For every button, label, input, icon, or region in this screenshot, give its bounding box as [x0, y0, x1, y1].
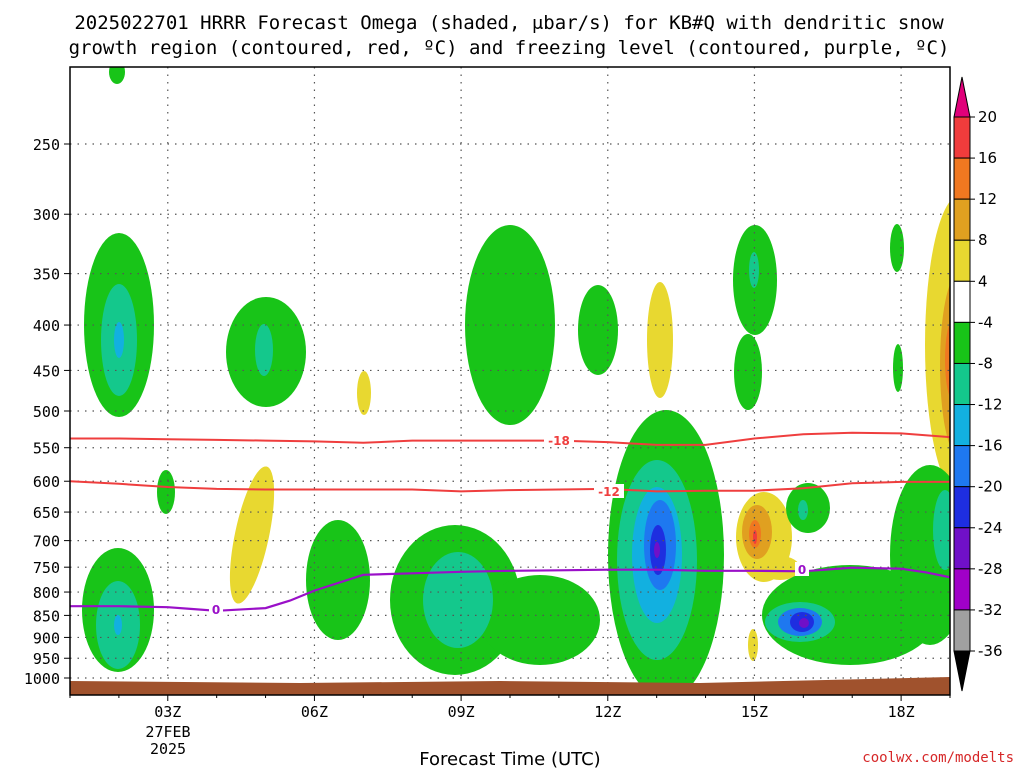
colorbar-swatch [953, 568, 971, 611]
colorbar-swatch [953, 362, 971, 406]
y-tick-label: 1000 [24, 670, 60, 688]
chart-title-line-1: 2025022701 HRRR Forecast Omega (shaded, … [74, 12, 944, 34]
y-tick-label: 600 [33, 473, 60, 491]
omega-region [748, 629, 758, 661]
colorbar-label: 20 [978, 108, 997, 126]
colorbar-top-arrow [953, 76, 971, 118]
omega-region [423, 552, 493, 648]
x-tick-label: 03Z [154, 703, 181, 721]
freezing-label-1: 0 [212, 603, 220, 617]
omega-region [255, 324, 273, 376]
colorbar-label: -12 [978, 396, 1003, 414]
omega-region [578, 285, 618, 375]
dgz-upper-isotherm [70, 431, 950, 446]
omega-region [893, 344, 903, 392]
x-axis-ticks: 03Z 06Z 09Z 12Z 15Z 18Z [69, 695, 951, 721]
dgz-lower-label-bg [594, 484, 624, 498]
x-date-line-1: 27FEB [145, 723, 190, 741]
y-tick-label: 300 [33, 206, 60, 224]
omega-region [798, 500, 808, 520]
colorbar-label: -28 [978, 560, 1003, 578]
colorbar-label: 16 [978, 149, 997, 167]
colorbar-label: -16 [978, 437, 1003, 455]
colorbar-label: 4 [978, 272, 988, 290]
colorbar-swatch [953, 157, 971, 200]
y-tick-label: 450 [33, 362, 60, 380]
source-label: coolwx.com/modelts [862, 750, 1014, 766]
colorbar-swatch [953, 527, 971, 570]
colorbar-label: 8 [978, 231, 988, 249]
colorbar-swatch [953, 239, 971, 282]
omega-region [357, 371, 371, 415]
colorbar-label: -32 [978, 601, 1003, 619]
omega-region [157, 470, 175, 514]
y-tick-label: 800 [33, 584, 60, 602]
y-tick-label: 400 [33, 317, 60, 335]
omega-region [647, 282, 673, 398]
colorbar-swatch [953, 321, 971, 364]
colorbar-label: -24 [978, 519, 1003, 537]
y-tick-label: 700 [33, 533, 60, 551]
colorbar-swatch [953, 198, 971, 241]
y-tick-label: 550 [33, 440, 60, 458]
omega-region [465, 225, 555, 425]
freezing-label-1-bg [209, 602, 223, 616]
colorbar: 20 16 12 8 4 -4 -8 -12 -16 -20 -24 -28 -32 -36 [953, 76, 1003, 692]
omega-region [229, 466, 275, 604]
omega-region [933, 490, 950, 570]
y-tick-label: 900 [33, 629, 60, 647]
omega-region [945, 322, 950, 398]
omega-region [760, 556, 800, 580]
x-tick-label: 09Z [448, 703, 475, 721]
omega-region [480, 575, 600, 665]
colorbar-swatch [953, 116, 971, 159]
freezing-level-line [70, 566, 950, 612]
y-tick-label: 950 [33, 650, 60, 668]
plot-area: -18 -12 0 0 [70, 67, 950, 695]
y-axis-ticks: 250 300 350 400 450 500 550 600 650 700 750 800 850 9… [24, 136, 70, 688]
dgz-upper-label: -18 [548, 434, 570, 448]
omega-region [786, 483, 830, 533]
x-date-line-2: 2025 [150, 740, 186, 758]
omega-shading [82, 67, 950, 695]
colorbar-label: 12 [978, 190, 997, 208]
colorbar-label: -4 [978, 313, 993, 331]
omega-region [109, 67, 125, 84]
omega-region [890, 224, 904, 272]
terrain-ground [70, 677, 950, 695]
colorbar-swatch [953, 445, 971, 488]
colorbar-swatch [953, 280, 971, 323]
colorbar-label: -8 [978, 354, 993, 372]
y-tick-label: 650 [33, 504, 60, 522]
x-tick-label: 12Z [594, 703, 621, 721]
y-tick-label: 500 [33, 403, 60, 421]
y-tick-label: 350 [33, 266, 60, 284]
colorbar-label: -36 [978, 642, 1003, 660]
dgz-lower-isotherm [70, 480, 950, 493]
colorbar-swatch [953, 486, 971, 529]
omega-region [734, 334, 762, 410]
colorbar-swatch [953, 404, 971, 447]
chart-title-line-2: growth region (contoured, red, ºC) and f… [69, 37, 950, 59]
freezing-label-2: 0 [798, 563, 806, 577]
dgz-lower-label: -12 [598, 485, 620, 499]
omega-region [799, 618, 809, 628]
omega-region [114, 615, 122, 635]
y-tick-label: 850 [33, 607, 60, 625]
colorbar-swatch [953, 609, 971, 652]
y-tick-label: 750 [33, 559, 60, 577]
omega-region [654, 542, 660, 558]
x-axis-title: Forecast Time (UTC) [419, 749, 600, 768]
omega-region [114, 322, 124, 358]
x-tick-label: 06Z [301, 703, 328, 721]
freezing-label-2-bg [795, 562, 809, 576]
omega-region [306, 520, 370, 640]
colorbar-label: -20 [978, 478, 1003, 496]
y-tick-label: 250 [33, 136, 60, 154]
dgz-upper-label-bg [544, 433, 574, 447]
colorbar-bottom-arrow [953, 650, 971, 692]
x-tick-label: 15Z [741, 703, 768, 721]
x-tick-label: 18Z [888, 703, 915, 721]
